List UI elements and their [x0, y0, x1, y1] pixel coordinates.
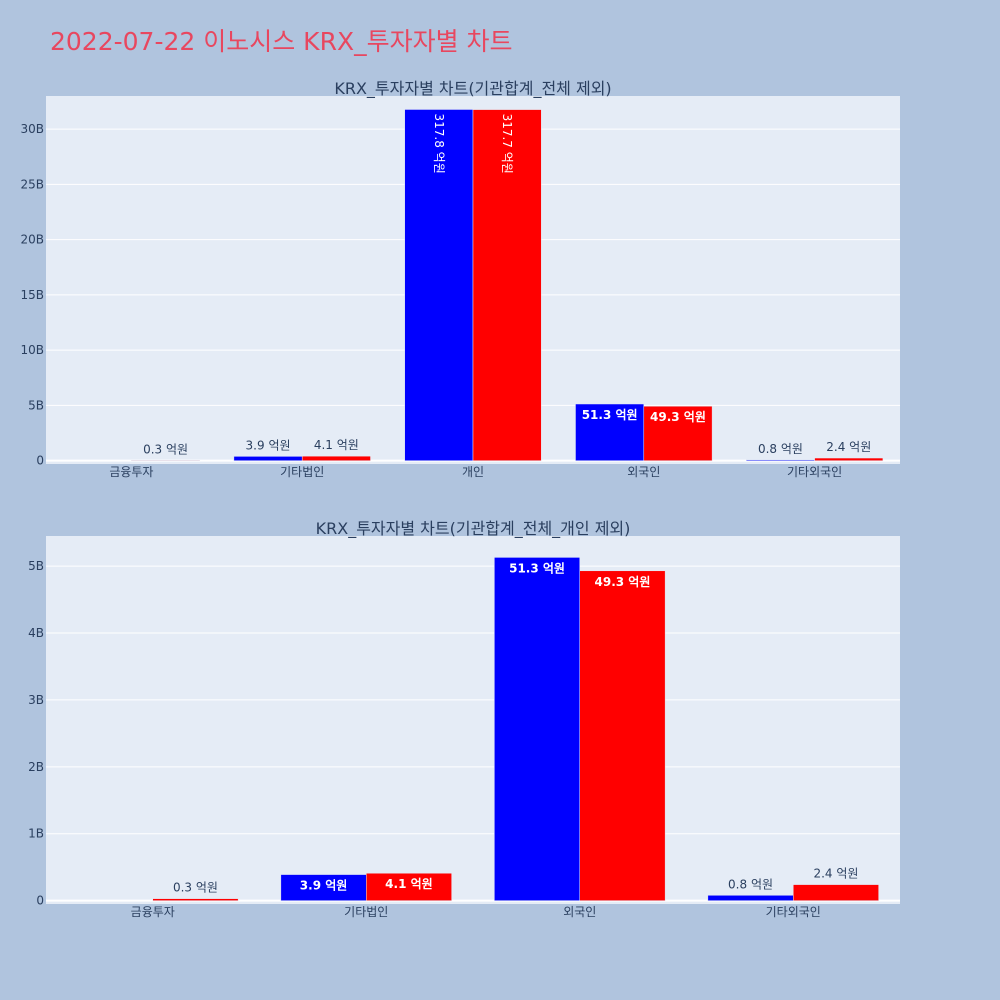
x-tick-label: 금융투자	[109, 465, 153, 479]
x-tick-label: 기타외국인	[766, 905, 821, 919]
bar	[494, 557, 581, 901]
bar	[793, 884, 879, 901]
bar-label: 51.3 억원	[582, 408, 638, 422]
bar-label: 0.3 억원	[143, 442, 188, 456]
y-tick-label: 5B	[28, 559, 44, 573]
y-tick-label: 30B	[20, 122, 44, 136]
bar	[707, 895, 794, 901]
bar-label: 49.3 억원	[595, 575, 651, 589]
y-tick-label: 2B	[28, 760, 44, 774]
bar-label: 51.3 억원	[509, 561, 565, 575]
y-tick-label: 0	[36, 454, 44, 468]
bar-label: 2.4 억원	[813, 867, 858, 881]
bar	[366, 872, 452, 901]
bar-label: 317.8 억원	[432, 113, 446, 173]
x-tick-label: 외국인	[563, 905, 596, 919]
x-tick-label: 개인	[462, 465, 484, 479]
bar-label: 317.7 억원	[500, 114, 514, 174]
y-tick-label: 4B	[28, 626, 44, 640]
bar	[152, 898, 239, 901]
bar-label: 0.3 억원	[173, 881, 218, 895]
bar	[404, 109, 474, 461]
y-tick-label: 1B	[28, 827, 44, 841]
y-tick-label: 10B	[20, 343, 44, 357]
bar	[301, 455, 371, 461]
y-tick-label: 0	[36, 894, 44, 908]
x-tick-label: 기타외국인	[787, 465, 842, 479]
y-tick-label: 15B	[20, 288, 44, 302]
bar-label: 4.1 억원	[314, 438, 359, 452]
x-tick-label: 금융투자	[131, 905, 175, 919]
chart-title: KRX_투자자별 차트(기관합계_전체 제외)	[334, 79, 611, 99]
bar-label: 3.9 억원	[300, 879, 348, 893]
bar	[814, 457, 884, 461]
bar-label: 49.3 억원	[650, 410, 706, 424]
bar-label: 0.8 억원	[758, 442, 803, 456]
x-tick-label: 기타법인	[280, 465, 324, 479]
plot-area	[46, 536, 900, 904]
bar-label: 4.1 억원	[385, 877, 433, 891]
bar	[575, 403, 645, 461]
y-tick-label: 3B	[28, 693, 44, 707]
bar	[643, 405, 713, 461]
chart-title: KRX_투자자별 차트(기관합계_전체_개인 제외)	[316, 519, 631, 539]
page-title: 2022-07-22 이노시스 KRX_투자자별 차트	[50, 27, 513, 56]
y-tick-label: 25B	[20, 177, 44, 191]
bar-label: 3.9 억원	[246, 438, 291, 452]
y-tick-label: 5B	[28, 398, 44, 412]
x-tick-label: 외국인	[627, 465, 660, 479]
y-tick-label: 20B	[20, 233, 44, 247]
bar	[472, 109, 542, 461]
bar	[579, 570, 666, 901]
bar-label: 2.4 억원	[826, 440, 871, 454]
x-tick-label: 기타법인	[344, 905, 388, 919]
bar-label: 0.8 억원	[728, 877, 773, 891]
